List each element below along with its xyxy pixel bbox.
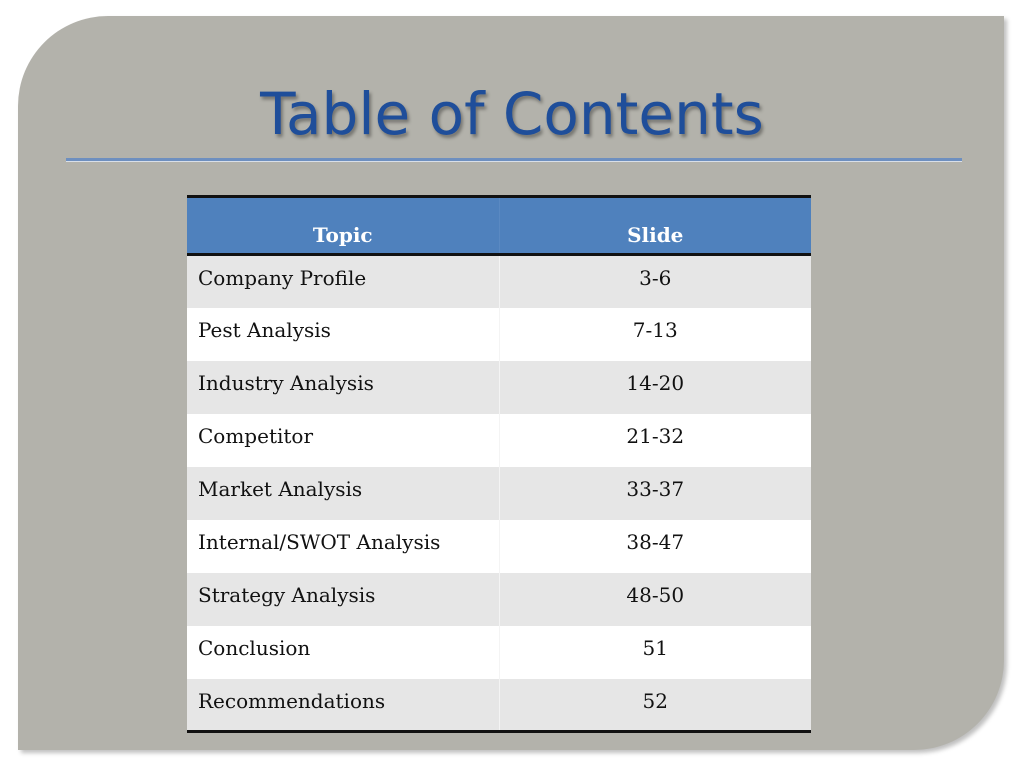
topic-cell: Competitor: [187, 413, 500, 467]
slide-cell: 7-13: [499, 307, 811, 361]
slide-cell: 33-37: [499, 466, 811, 520]
table-row: Pest Analysis 7-13: [187, 307, 811, 361]
topic-cell: Internal/SWOT Analysis: [187, 519, 500, 573]
slide-title: Table of Contents: [260, 80, 764, 148]
table-row: Strategy Analysis 48-50: [187, 572, 811, 626]
column-header-topic: Topic: [187, 196, 500, 256]
column-header-slide: Slide: [499, 196, 811, 256]
table-row: Recommendations 52: [187, 678, 811, 732]
slide-cell: 52: [499, 678, 811, 732]
topic-cell: Conclusion: [187, 625, 500, 679]
slide-cell: 48-50: [499, 572, 811, 626]
table-row: Company Profile 3-6: [187, 254, 811, 308]
topic-cell: Recommendations: [187, 678, 500, 732]
slide-cell: 21-32: [499, 413, 811, 467]
table-row: Conclusion 51: [187, 625, 811, 679]
topic-cell: Company Profile: [187, 254, 500, 308]
table-row: Competitor 21-32: [187, 413, 811, 467]
topic-cell: Industry Analysis: [187, 360, 500, 414]
topic-cell: Strategy Analysis: [187, 572, 500, 626]
topic-cell: Pest Analysis: [187, 307, 500, 361]
title-divider: [66, 158, 962, 162]
topic-cell: Market Analysis: [187, 466, 500, 520]
slide-cell: 38-47: [499, 519, 811, 573]
slide-cell: 51: [499, 625, 811, 679]
slide-cell: 3-6: [499, 254, 811, 308]
slide-cell: 14-20: [499, 360, 811, 414]
table-row: Industry Analysis 14-20: [187, 360, 811, 414]
table-row: Internal/SWOT Analysis 38-47: [187, 519, 811, 573]
table-row: Market Analysis 33-37: [187, 466, 811, 520]
contents-table: Topic Slide Company Profile 3-6 Pest Ana…: [187, 195, 811, 733]
table-header-row: Topic Slide: [187, 196, 811, 256]
